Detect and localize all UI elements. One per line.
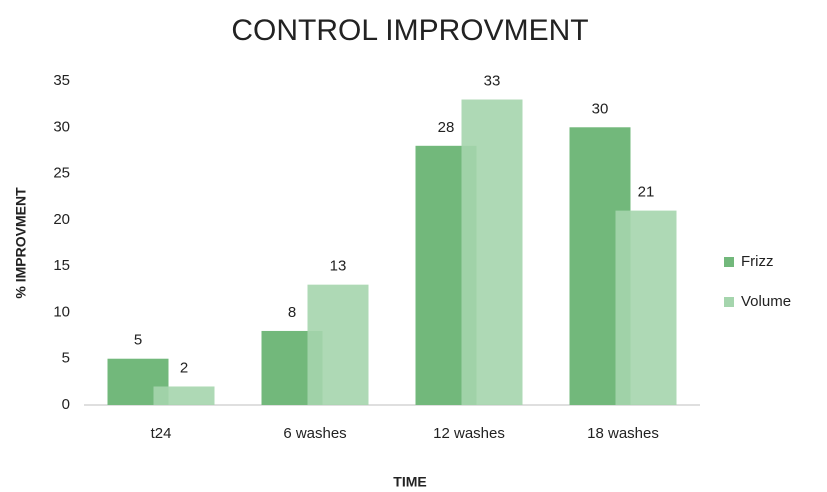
data-label: 28 xyxy=(438,119,455,136)
y-tick-label: 35 xyxy=(53,72,70,89)
y-tick-label: 20 xyxy=(53,211,70,228)
y-tick-label: 15 xyxy=(53,257,70,274)
bar xyxy=(615,210,677,405)
data-label: 13 xyxy=(330,258,347,275)
data-label: 21 xyxy=(638,184,655,201)
y-tick-label: 10 xyxy=(53,303,70,320)
data-label: 30 xyxy=(592,100,609,117)
data-label: 33 xyxy=(484,72,501,89)
y-axis-title: % IMPROVMENT xyxy=(13,187,29,299)
x-tick-label: 6 washes xyxy=(283,425,346,442)
y-tick-label: 30 xyxy=(53,118,70,135)
x-tick-label: 12 washes xyxy=(433,425,505,442)
legend-label: Frizz xyxy=(741,253,774,270)
x-axis-title: TIME xyxy=(393,474,426,490)
y-tick-label: 5 xyxy=(62,350,70,367)
legend-swatch xyxy=(724,257,734,267)
chart-title: CONTROL IMPROVMENT xyxy=(231,14,588,47)
legend-swatch xyxy=(724,297,734,307)
data-label: 2 xyxy=(180,359,188,376)
data-label: 5 xyxy=(134,332,142,349)
y-tick-label: 25 xyxy=(53,165,70,182)
x-tick-label: t24 xyxy=(151,425,172,442)
y-tick-label: 0 xyxy=(62,396,70,413)
data-label: 8 xyxy=(288,304,296,321)
bar xyxy=(461,99,523,405)
bar xyxy=(307,284,369,405)
legend-label: Volume xyxy=(741,293,791,310)
bar xyxy=(153,386,215,405)
x-tick-label: 18 washes xyxy=(587,425,659,442)
